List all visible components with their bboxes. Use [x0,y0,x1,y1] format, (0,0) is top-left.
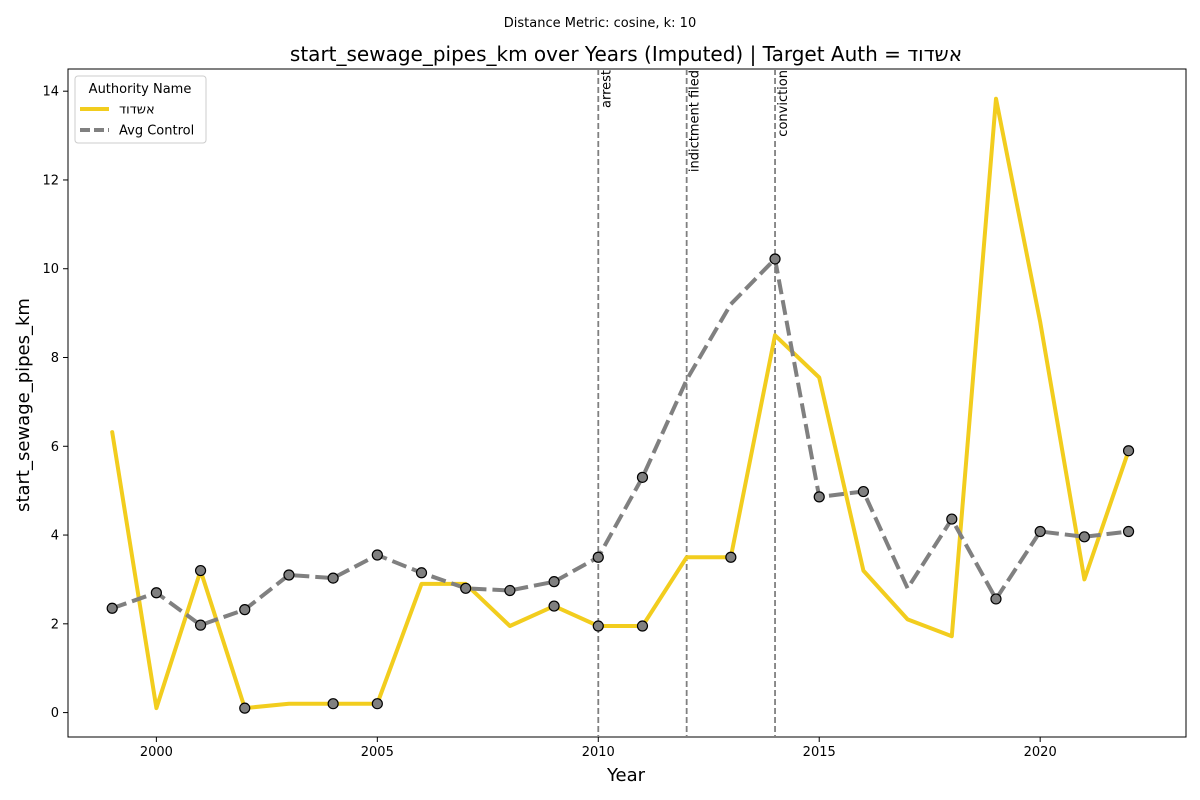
data-point-avg-control [636,471,649,483]
x-tick-label: 2010 [582,745,615,760]
data-point-avg-control [239,604,251,616]
data-point-target [1122,445,1135,457]
series-line-avg-control [111,257,1129,628]
event-line-label: arrest [599,70,614,108]
legend: Authority Name אשדוד Avg Control [74,75,207,144]
data-point-target [371,698,383,710]
data-point-avg-control [1122,525,1135,538]
x-tick-label: 2000 [140,745,173,760]
y-tick-label: 14 [42,85,59,100]
data-point-avg-control [150,587,162,599]
legend-box [74,75,207,144]
y-tick-label: 4 [51,529,59,544]
y-axis-label: start_sewage_pipes_km [13,298,34,512]
event-line-label: conviction [776,70,791,137]
data-point-avg-control [371,549,383,561]
data-point-avg-control [194,619,207,631]
chart-title: start_sewage_pipes_km over Years (Impute… [290,42,962,66]
y-tick-label: 6 [51,440,59,455]
data-point-target [725,551,737,563]
data-point-avg-control [990,593,1002,605]
chart-suptitle: Distance Metric: cosine, k: 10 [504,16,696,31]
data-point-avg-control [106,602,118,614]
data-point-target [592,620,604,632]
data-point-avg-control [415,567,428,579]
plot-area: 2000 2005 2010 2015 2020 0 2 4 6 8 10 12 14 arrest ind… [42,68,1187,760]
data-point-target [548,600,560,612]
y-tick-label: 12 [42,173,59,188]
data-point-avg-control [813,491,825,503]
legend-title: Authority Name [89,82,192,97]
data-point-avg-control [946,513,958,525]
data-point-avg-control [857,485,870,498]
data-point-target [327,698,339,710]
data-point-avg-control [1078,531,1090,543]
data-point-avg-control [548,576,560,588]
x-tick-label: 2005 [361,745,394,760]
y-tick-label: 0 [51,706,59,721]
y-tick-label: 10 [42,262,59,277]
y-tick-label: 8 [51,351,59,366]
data-point-avg-control [1034,525,1046,538]
data-point-target [194,564,207,577]
data-point-avg-control [769,253,781,265]
data-point-avg-control [327,572,339,584]
data-point-target [636,620,649,632]
legend-label: אשדוד [119,103,155,118]
data-point-avg-control [460,582,472,594]
x-axis-label: Year [606,765,646,786]
x-tick-label: 2015 [803,745,836,760]
data-point-avg-control [592,551,604,563]
series-line-target [110,96,1131,711]
data-point-target [239,702,251,714]
data-point-avg-control [504,584,516,597]
event-line-label: indictment filed [688,70,703,172]
axes-frame [67,68,1187,738]
data-point-avg-control [283,569,295,581]
y-tick-label: 2 [51,617,59,632]
legend-label: Avg Control [119,124,194,139]
x-tick-label: 2020 [1024,745,1057,760]
